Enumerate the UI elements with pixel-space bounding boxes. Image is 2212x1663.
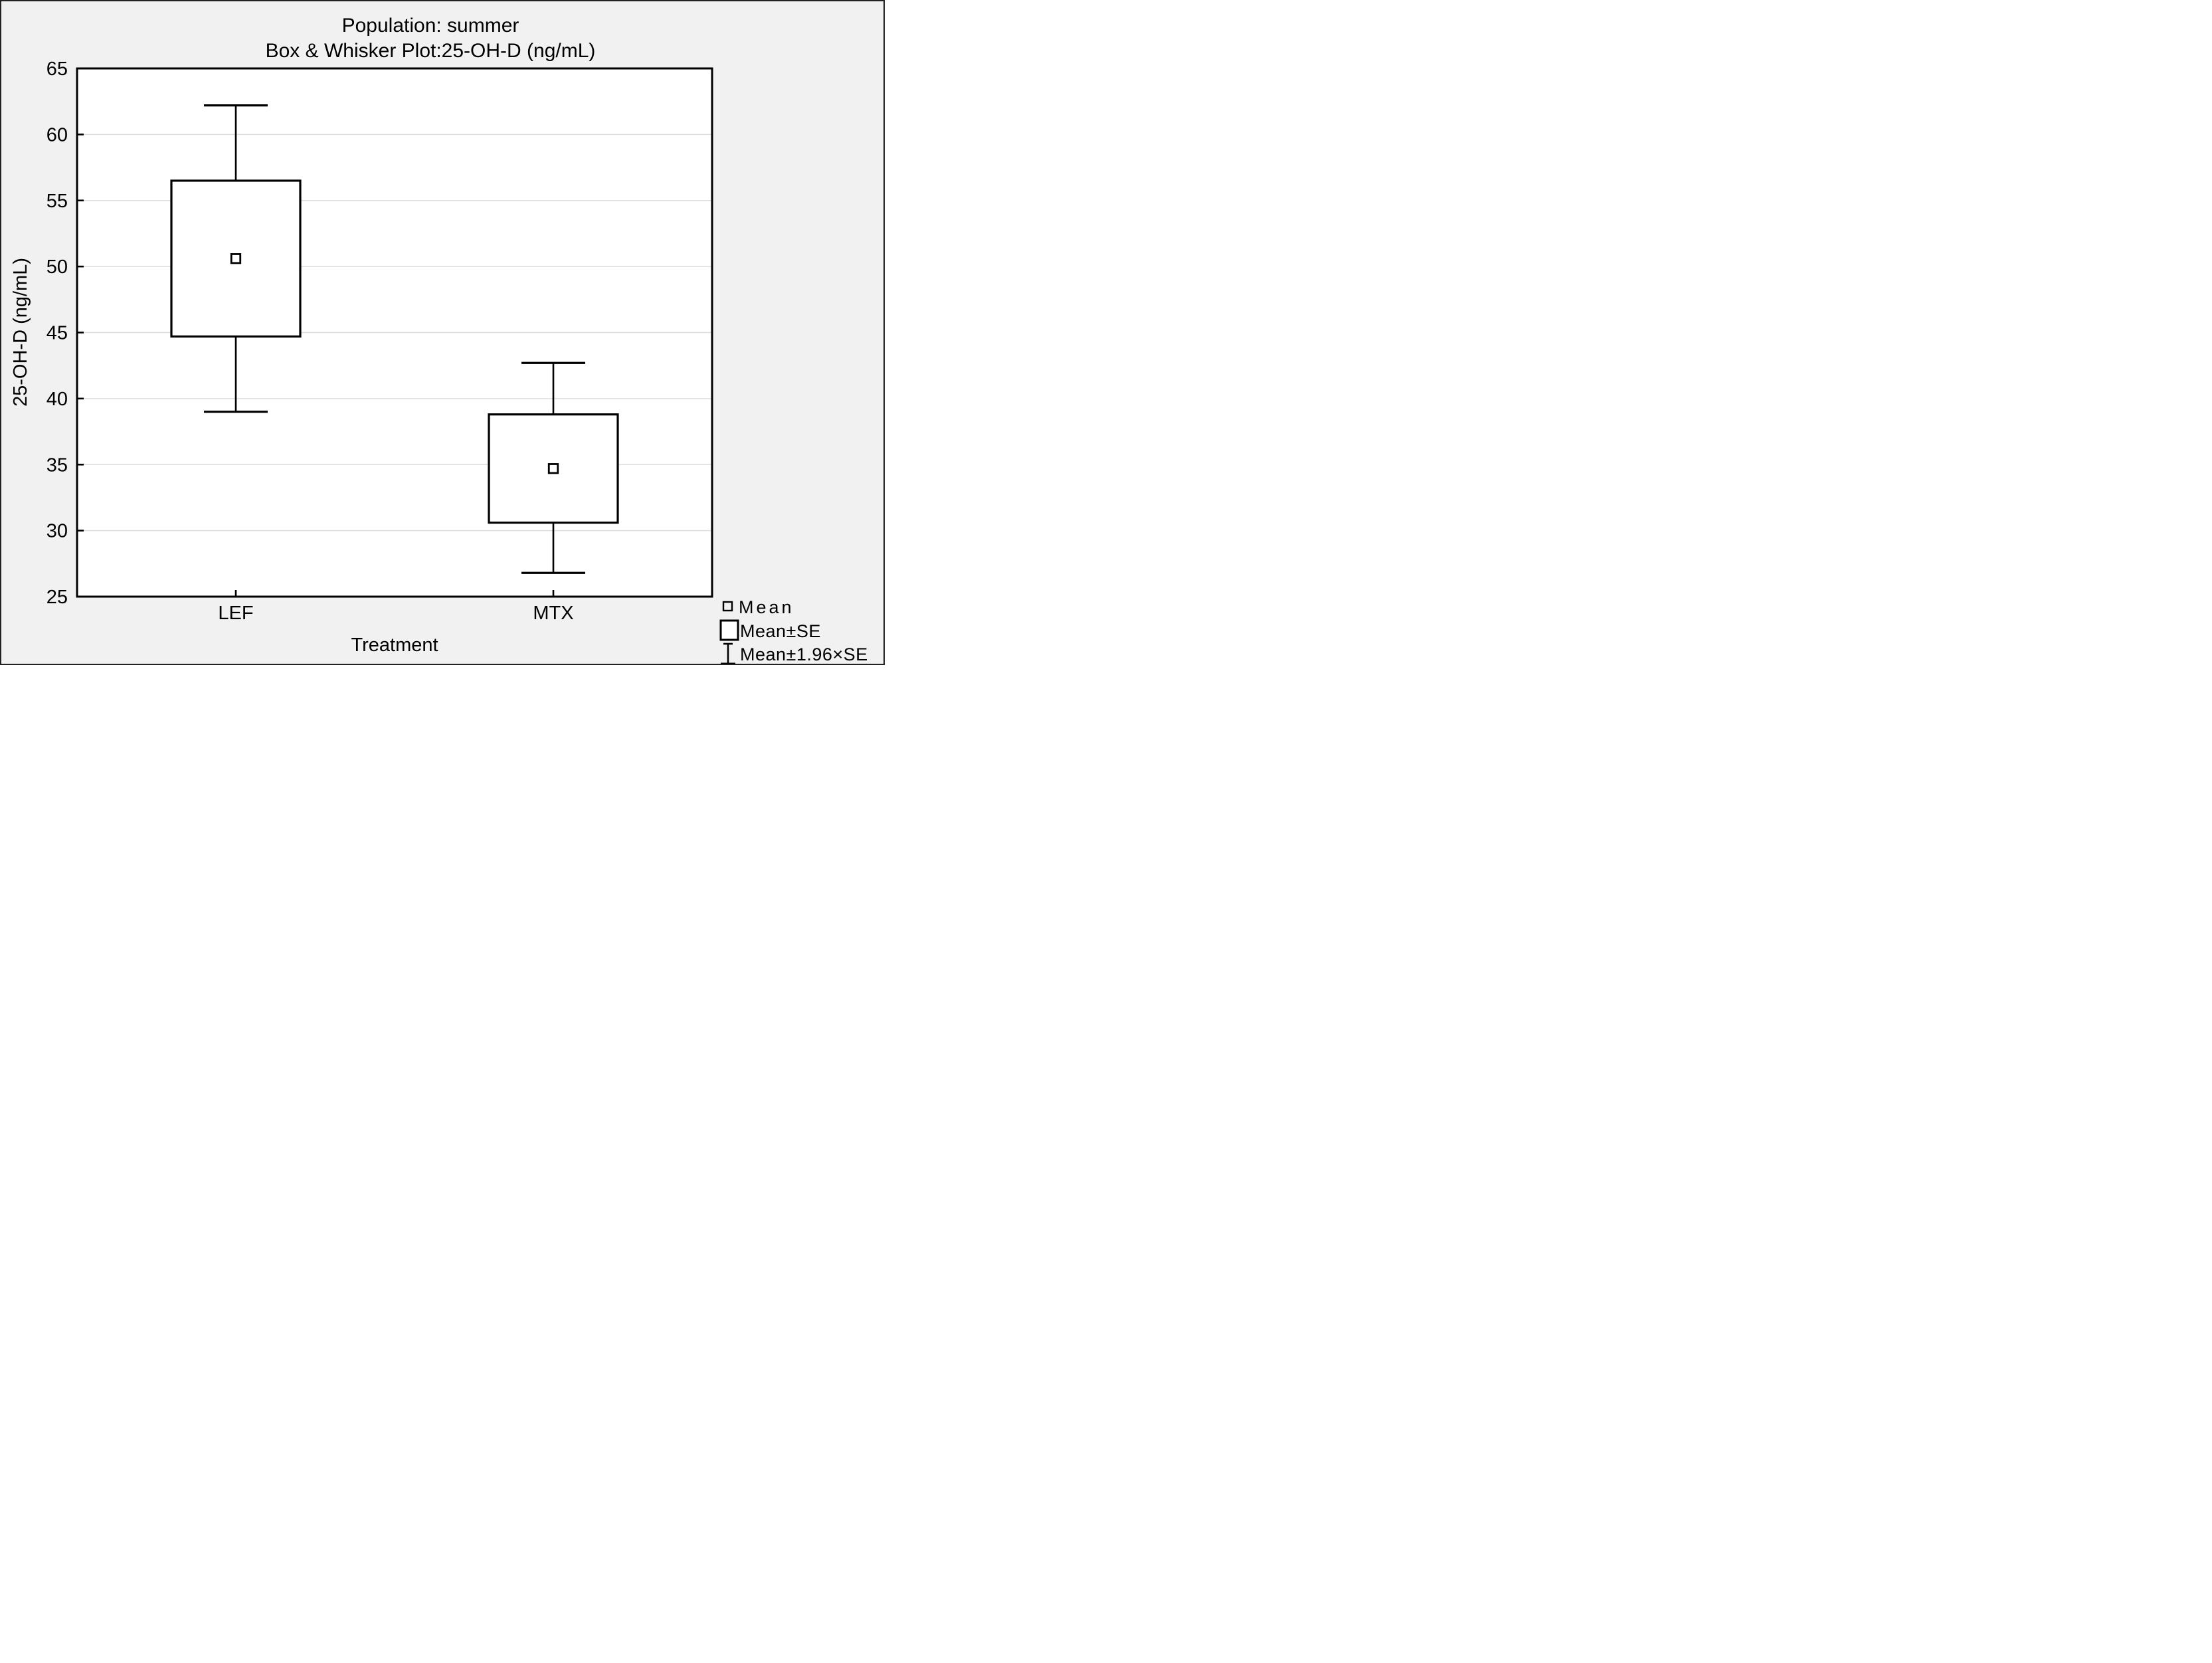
y-tick-label-65: 65 (46, 58, 68, 80)
chart-title-line2: Box & Whisker Plot:25-OH-D (ng/mL) (266, 40, 596, 62)
legend-mean-square-icon (722, 601, 733, 612)
box-whisker-layer (170, 104, 619, 574)
box-whisker-LEF (170, 104, 302, 413)
x-axis-title: Treatment (351, 635, 438, 656)
legend-se-box-icon (719, 619, 739, 641)
mean-marker-LEF (230, 253, 242, 264)
y-tick-label-50: 50 (46, 256, 68, 278)
legend-label-mean-196-se: Mean±1.96×SE (740, 644, 868, 664)
legend: Mean Mean±SE Mean±1.96×SE (719, 597, 868, 664)
statistica-graph-window: Population: summer Box & Whisker Plot:25… (0, 0, 885, 665)
legend-label-mean: Mean (739, 597, 794, 617)
tick-layer (77, 67, 555, 598)
legend-whisker-icon (721, 642, 735, 664)
y-tick-label-25: 25 (46, 587, 68, 608)
legend-label-mean-se: Mean±SE (740, 621, 821, 641)
box-whisker-MTX (488, 361, 619, 574)
y-tick-label-30: 30 (46, 521, 68, 542)
y-axis-title: 25-OH-D (ng/mL) (10, 258, 31, 407)
boxplot-canvas: Population: summer Box & Whisker Plot:25… (10, 15, 868, 664)
tick-label-layer: 25 30 35 40 45 50 55 60 65 (46, 58, 68, 608)
x-category-label-LEF: LEF (218, 603, 253, 624)
category-label-layer: LEF MTX (218, 603, 573, 624)
y-tick-label-35: 35 (46, 454, 68, 476)
mean-marker-MTX (547, 463, 559, 474)
y-tick-label-60: 60 (46, 124, 68, 146)
chart-title-line1: Population: summer (342, 15, 519, 37)
y-tick-label-45: 45 (46, 323, 68, 344)
y-tick-label-55: 55 (46, 191, 68, 212)
x-category-label-MTX: MTX (533, 603, 573, 624)
y-tick-label-40: 40 (46, 389, 68, 410)
